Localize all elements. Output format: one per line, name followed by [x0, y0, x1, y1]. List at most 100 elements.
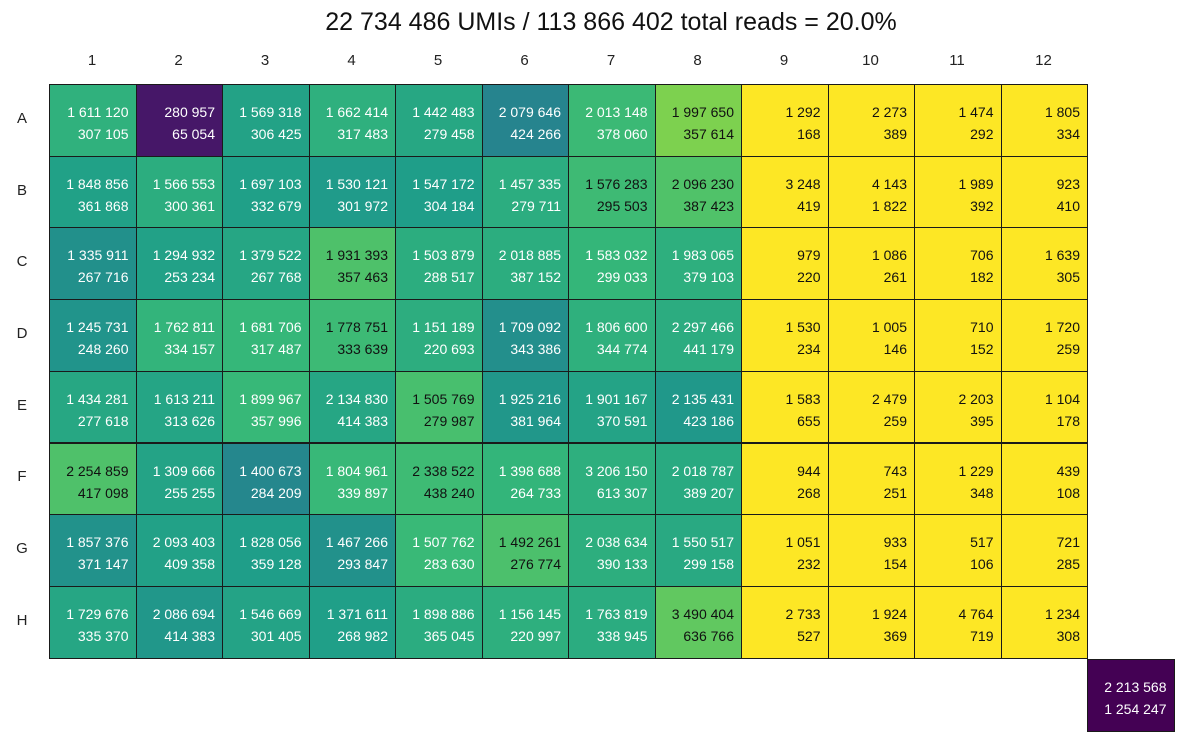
heatmap-cell-G1: 1 857 376 371 147 [49, 514, 137, 587]
cell-umis: 706 [970, 247, 994, 264]
cell-reads: 357 463 [337, 269, 388, 286]
heatmap-cell-A10: 2 273 389 [827, 84, 915, 157]
cell-reads: 1 254 247 [1104, 701, 1167, 718]
cell-reads: 424 266 [510, 126, 561, 142]
cell-umis: 2 134 830 [325, 390, 388, 407]
cell-reads: 357 614 [683, 126, 734, 142]
heatmap-cell-C8: 1 983 065 379 103 [654, 227, 742, 301]
cell-reads: 264 733 [510, 484, 561, 501]
cell-umis: 4 764 [958, 605, 994, 622]
heatmap-cell-E8: 2 135 431 423 186 [654, 370, 742, 444]
column-label: 4 [347, 52, 356, 69]
cell-umis: 1 778 751 [325, 319, 388, 336]
cell-reads: 344 774 [596, 341, 648, 358]
heatmap-cell-A8: 1 997 650 357 614 [654, 84, 742, 157]
cell-reads: 305 [1056, 269, 1080, 286]
cell-umis: 1 505 769 [412, 390, 475, 407]
cell-umis: 1 697 103 [239, 175, 302, 192]
heatmap-cell-A2: 280 957 65 054 [135, 84, 223, 157]
column-label: 12 [1035, 52, 1052, 69]
heatmap-cell-E6: 1 925 216 381 964 [481, 370, 569, 444]
cell-umis: 1 857 376 [66, 534, 129, 551]
heatmap-cell-E4: 2 134 830 414 383 [308, 370, 396, 444]
cell-umis: 1 899 967 [239, 390, 302, 407]
cell-umis: 743 [883, 462, 907, 479]
cell-reads: 365 045 [423, 627, 475, 644]
column-label: 3 [260, 52, 270, 69]
cell-reads: 253 234 [164, 269, 215, 286]
cell-reads: 220 997 [510, 627, 561, 644]
heatmap-cell-B1: 1 848 856 361 868 [49, 155, 137, 229]
cell-reads: 259 [1056, 341, 1080, 358]
cell-umis: 1 709 092 [498, 319, 561, 336]
heatmap-cell-C3: 1 379 522 267 768 [222, 227, 310, 301]
heatmap-cell-G5: 1 507 762 283 630 [395, 514, 483, 587]
cell-reads: 154 [883, 556, 907, 573]
cell-reads: 251 [883, 484, 907, 501]
heatmap-cell-B3: 1 697 103 332 679 [222, 155, 310, 229]
cell-reads: 414 383 [164, 627, 215, 644]
heatmap-cell-G7: 2 038 634 390 133 [568, 514, 656, 587]
heatmap-cell-G9: 1 051 232 [741, 514, 829, 587]
row-label: A [16, 109, 27, 127]
cell-reads: 65 054 [172, 126, 215, 142]
cell-reads: 335 370 [77, 627, 129, 644]
cell-reads: 370 591 [596, 412, 648, 429]
heatmap-cell-A5: 1 442 483 279 458 [395, 84, 483, 157]
heatmap-cell-C2: 1 294 932 253 234 [135, 227, 223, 301]
cell-reads: 108 [1056, 484, 1080, 501]
heatmap-cell-C6: 2 018 885 387 152 [481, 227, 569, 301]
heatmap-cell-B7: 1 576 283 295 503 [568, 155, 656, 229]
cell-reads: 276 774 [510, 556, 561, 573]
cell-umis: 1 901 167 [585, 390, 648, 407]
cell-umis: 1 474 [958, 104, 994, 120]
cell-umis: 944 [797, 462, 821, 479]
cell-reads: 409 358 [164, 556, 215, 573]
cell-reads: 284 209 [250, 484, 302, 501]
cell-umis: 2 079 646 [498, 104, 561, 120]
cell-umis: 439 [1056, 462, 1080, 479]
cell-reads: 301 972 [337, 197, 388, 214]
cell-reads: 419 [797, 197, 821, 214]
heatmap-cell-F12: 439 108 [1000, 442, 1088, 516]
cell-reads: 279 711 [511, 197, 561, 214]
cell-umis: 1 086 [871, 247, 907, 264]
heatmap-cell-F8: 2 018 787 389 207 [654, 442, 742, 516]
cell-umis: 2 479 [871, 390, 907, 407]
cell-reads: 288 517 [423, 269, 475, 286]
heatmap-cell-A9: 1 292 168 [741, 84, 829, 157]
cell-reads: 292 [970, 126, 994, 142]
cell-umis: 1 507 762 [412, 534, 475, 551]
cell-umis: 1 806 600 [585, 319, 648, 336]
cell-umis: 1 442 483 [412, 104, 475, 120]
cell-umis: 1 371 611 [326, 605, 388, 622]
cell-reads: 410 [1056, 197, 1080, 214]
heatmap-cell-F4: 1 804 961 339 897 [308, 442, 396, 516]
heatmap-cell-H8: 3 490 404 636 766 [654, 585, 742, 659]
cell-reads: 379 103 [683, 269, 734, 286]
cell-umis: 1 005 [871, 319, 907, 336]
cell-umis: 1 583 032 [585, 247, 648, 264]
cell-reads: 300 361 [164, 197, 215, 214]
cell-umis: 1 245 731 [66, 319, 129, 336]
heatmap-cell-B12: 923 410 [1000, 155, 1088, 229]
heatmap-cell-A12: 1 805 334 [1000, 84, 1088, 157]
cell-umis: 2 213 568 [1104, 679, 1167, 696]
heatmap-cell-H10: 1 924 369 [827, 585, 915, 659]
cell-reads: 182 [970, 269, 994, 286]
heatmap-cell-C4: 1 931 393 357 463 [308, 227, 396, 301]
heatmap-cell-D1: 1 245 731 248 260 [49, 299, 137, 372]
cell-umis: 710 [970, 319, 994, 336]
cell-umis: 1 151 189 [412, 319, 475, 336]
row-label: B [16, 181, 27, 199]
cell-reads: 255 255 [164, 484, 215, 501]
column-label: 8 [693, 52, 702, 69]
heatmap-cell-C7: 1 583 032 299 033 [568, 227, 656, 301]
cell-umis: 979 [797, 247, 821, 264]
heatmap-cell-F11: 1 229 348 [914, 442, 1002, 516]
cell-umis: 1 398 688 [498, 462, 561, 479]
heatmap-cell-A6: 2 079 646 424 266 [481, 84, 569, 157]
cell-reads: 299 033 [596, 269, 648, 286]
heatmap-cell-H4: 1 371 611 268 982 [308, 585, 396, 659]
cell-reads: 369 [883, 627, 907, 644]
